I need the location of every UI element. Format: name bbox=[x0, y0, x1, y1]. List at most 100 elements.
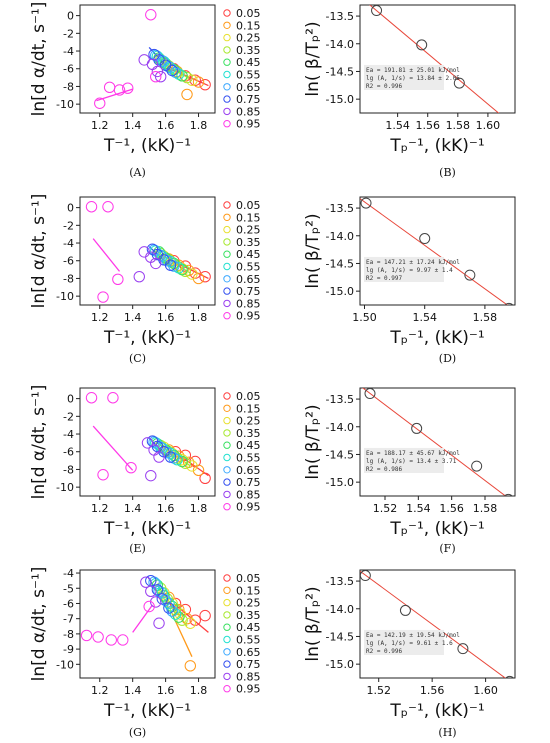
y-tick-label: -14.5 bbox=[326, 630, 354, 643]
legend-marker bbox=[223, 441, 231, 449]
data-point bbox=[85, 201, 98, 213]
legend-marker bbox=[223, 635, 231, 644]
plot-data-area bbox=[360, 197, 514, 305]
x-tick-label: 1.56 bbox=[420, 684, 445, 697]
legend-marker bbox=[223, 392, 231, 400]
legend-marker bbox=[223, 225, 231, 234]
legend-label: 0.35 bbox=[236, 427, 261, 440]
x-axis-label: Tₚ⁻¹, (kK)⁻¹ bbox=[389, 701, 484, 721]
legend-label: 0.35 bbox=[236, 236, 261, 249]
y-tick-label: -5 bbox=[63, 582, 74, 595]
y-tick-label: 0 bbox=[67, 393, 74, 406]
y-axis-label: ln( β/Tₚ²) bbox=[303, 586, 323, 661]
y-tick-label: -15.0 bbox=[326, 93, 354, 106]
legend-marker bbox=[223, 598, 231, 607]
fit-annotation-line: lg (A, 1/s) = 9.61 ± 1.6 bbox=[366, 640, 453, 647]
x-tick-label: 1.58 bbox=[446, 119, 471, 132]
y-tick-label: -15.0 bbox=[326, 285, 354, 298]
data-point bbox=[151, 584, 164, 596]
y-tick-label: -13.5 bbox=[326, 202, 354, 215]
data-point bbox=[199, 609, 211, 622]
data-point bbox=[92, 631, 104, 643]
y-tick-label: -14.5 bbox=[326, 65, 354, 78]
data-point bbox=[94, 97, 106, 109]
legend-marker bbox=[223, 287, 231, 295]
data-point bbox=[103, 81, 116, 94]
legend-marker bbox=[223, 262, 231, 271]
y-tick-label: -4 bbox=[63, 567, 74, 580]
legend-label: 0.65 bbox=[236, 646, 261, 659]
fit-annotation-line: R2 = 0.996 bbox=[366, 648, 403, 655]
legend-marker bbox=[223, 490, 231, 499]
legend: 0.050.150.250.350.450.550.650.750.850.95 bbox=[223, 572, 261, 696]
fit-annotation-line: lg (A, 1/s) = 9.97 ± 1.4 bbox=[366, 267, 453, 274]
plot-frame bbox=[79, 387, 216, 497]
y-tick-label: -7 bbox=[63, 613, 74, 626]
legend-label: 0.75 bbox=[236, 658, 261, 671]
fit-annotation-line: Ea = 147.21 ± 17.24 kJ/mol bbox=[366, 259, 460, 266]
panel-caption: (C) bbox=[129, 352, 146, 365]
data-point bbox=[173, 611, 185, 623]
x-tick-label: 1.6 bbox=[157, 502, 175, 515]
chart-panel-a: 1.2 1.4 1.6 1.8 0 -2 -4 -6 -8 -10 T⁻¹, (kK)⁻¹ ln[d … bbox=[29, 2, 261, 179]
legend-marker bbox=[223, 275, 231, 283]
data-point bbox=[419, 233, 431, 245]
plot-frame bbox=[359, 387, 516, 497]
legend-label: 0.75 bbox=[236, 476, 261, 489]
y-axis-label: ln( β/Tₚ²) bbox=[303, 21, 323, 96]
legend-marker bbox=[223, 58, 231, 66]
data-point bbox=[107, 392, 119, 404]
legend-marker bbox=[223, 404, 231, 412]
legend-marker bbox=[223, 453, 231, 462]
data-point bbox=[112, 273, 124, 286]
y-tick-label: -6 bbox=[63, 597, 74, 610]
legend-label: 0.95 bbox=[236, 310, 261, 323]
data-point bbox=[80, 629, 93, 642]
y-tick-label: -14.0 bbox=[326, 230, 354, 243]
y-tick-label: -14.0 bbox=[326, 421, 354, 434]
x-tick-label: 1.54 bbox=[385, 119, 410, 132]
chart-panel-h: 1.52 1.56 1.60 -13.5 -14.0 -14.5 -15.0 Tₚ⁻¹, (k… bbox=[303, 569, 516, 739]
legend-marker bbox=[223, 213, 231, 222]
legend-marker bbox=[223, 672, 231, 681]
legend-label: 0.05 bbox=[236, 572, 261, 585]
data-point bbox=[360, 570, 371, 582]
legend-marker bbox=[223, 95, 231, 103]
plot-frame bbox=[79, 569, 216, 679]
y-tick-label: 0 bbox=[67, 202, 74, 215]
data-point bbox=[145, 9, 157, 21]
legend-marker bbox=[223, 299, 231, 308]
y-tick-label: -14.0 bbox=[326, 603, 354, 616]
fit-annotation-box bbox=[364, 447, 444, 473]
data-point bbox=[184, 617, 197, 629]
chart-panel-g: 1.2 1.4 1.6 1.8 -4 -5 -6 -7 -8 -9 -10 T⁻¹, (kK)⁻¹ ln… bbox=[29, 567, 261, 739]
legend-label: 0.85 bbox=[236, 670, 261, 683]
plot-data-area bbox=[94, 9, 211, 109]
legend-marker bbox=[223, 478, 231, 486]
legend-label: 0.15 bbox=[236, 402, 261, 415]
x-tick-label: 1.60 bbox=[473, 684, 498, 697]
data-point bbox=[416, 39, 428, 51]
plot-frame bbox=[359, 196, 516, 306]
data-point bbox=[97, 291, 109, 303]
legend-label: 0.55 bbox=[236, 261, 261, 274]
legend-label: 0.55 bbox=[236, 69, 261, 82]
legend-marker bbox=[223, 312, 231, 320]
legend-label: 0.05 bbox=[236, 390, 261, 403]
data-point bbox=[164, 259, 177, 271]
y-tick-label: -2 bbox=[63, 219, 74, 232]
fit-line bbox=[92, 425, 134, 471]
fit-annotation-line: R2 = 0.986 bbox=[366, 466, 403, 473]
legend-label: 0.75 bbox=[236, 93, 261, 106]
data-point bbox=[181, 71, 193, 84]
data-point bbox=[145, 585, 157, 597]
fit-annotation-box bbox=[364, 256, 444, 282]
plot-frame bbox=[359, 569, 516, 679]
legend-label: 0.25 bbox=[236, 32, 261, 45]
legend-label: 0.45 bbox=[236, 248, 261, 261]
plot-data-area bbox=[80, 574, 211, 672]
legend-marker bbox=[223, 574, 231, 582]
x-tick-label: 1.6 bbox=[157, 311, 175, 324]
y-axis-label: ln( β/Tₚ²) bbox=[303, 404, 323, 479]
data-point bbox=[163, 602, 175, 614]
